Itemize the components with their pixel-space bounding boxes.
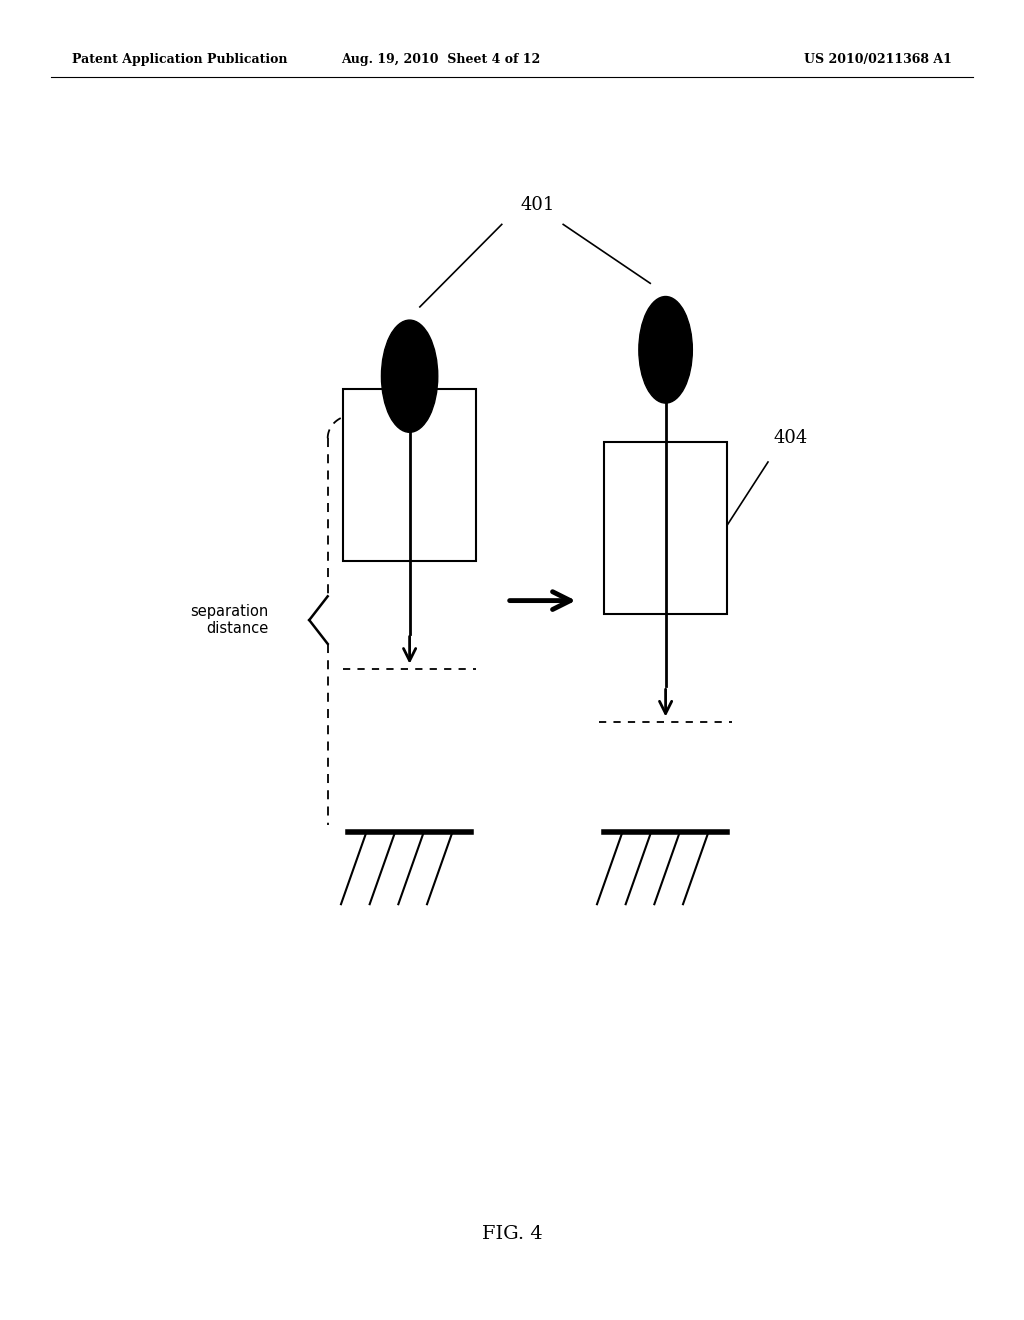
Ellipse shape <box>639 297 692 403</box>
Text: FIG. 4: FIG. 4 <box>481 1225 543 1243</box>
Bar <box>343 389 476 561</box>
Text: US 2010/0211368 A1: US 2010/0211368 A1 <box>805 53 952 66</box>
Text: separation
distance: separation distance <box>190 603 268 636</box>
Bar <box>604 442 727 614</box>
Ellipse shape <box>381 321 438 433</box>
Text: Patent Application Publication: Patent Application Publication <box>72 53 287 66</box>
Text: 401: 401 <box>520 195 555 214</box>
Text: Aug. 19, 2010  Sheet 4 of 12: Aug. 19, 2010 Sheet 4 of 12 <box>341 53 540 66</box>
Text: 404: 404 <box>773 429 807 447</box>
